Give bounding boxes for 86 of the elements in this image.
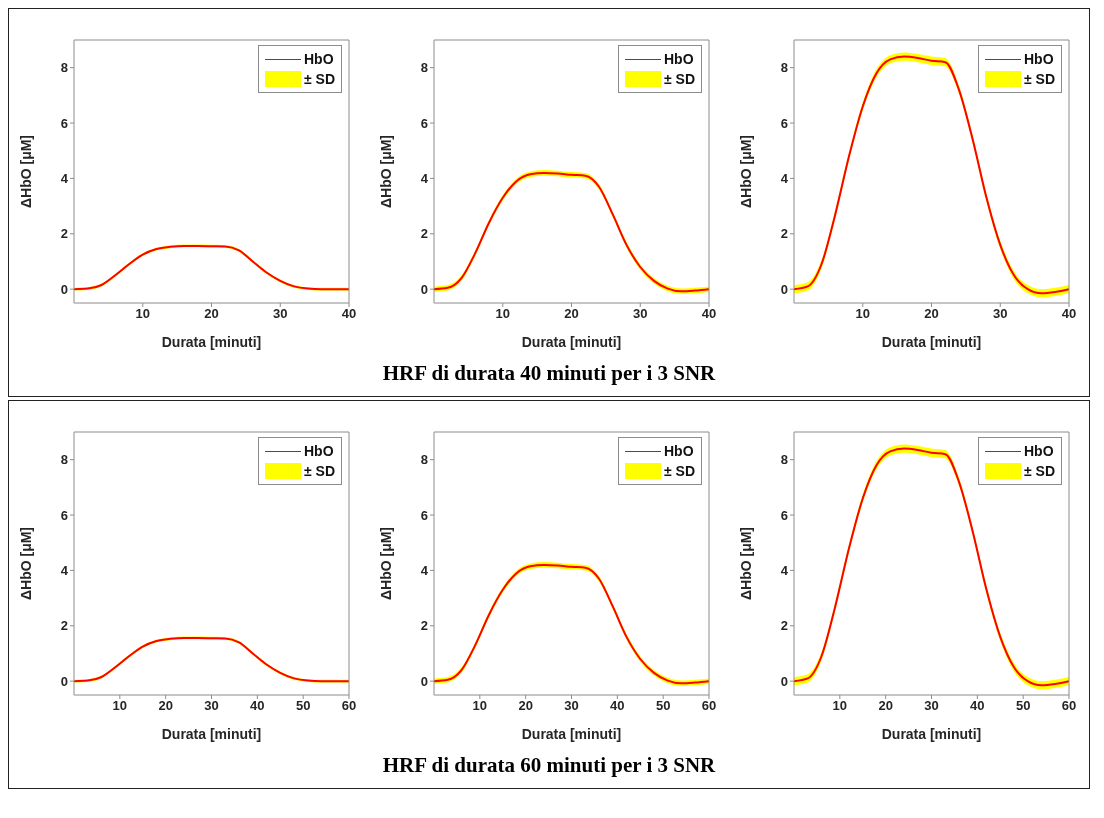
legend-label: ± SD (303, 71, 335, 87)
x-tick-label: 40 (1061, 306, 1077, 322)
x-axis-title: Durata [minuti] (881, 334, 982, 350)
y-axis-title: ΔHbO [μM] (17, 526, 34, 601)
x-tick-label: 10 (855, 306, 870, 322)
x-tick-label: 60 (341, 698, 357, 714)
x-tick-label: 30 (993, 306, 1008, 322)
legend-label: HbO (663, 443, 694, 459)
y-tick-label: 6 (780, 507, 788, 523)
y-tick-label: 4 (420, 563, 429, 579)
y-tick-label: 2 (420, 618, 428, 634)
y-axis-title: ΔHbO [μM] (17, 134, 34, 209)
x-tick-label: 10 (135, 306, 150, 322)
x-tick-label: 40 (341, 306, 357, 322)
y-tick-label: 2 (780, 618, 788, 634)
x-tick-label: 30 (633, 306, 648, 322)
x-tick-label: 20 (518, 698, 533, 714)
y-tick-label: 8 (780, 452, 788, 468)
y-tick-label: 6 (60, 507, 68, 523)
x-tick-label: 50 (655, 698, 671, 714)
x-tick-label: 10 (495, 306, 510, 322)
legend-label: HbO (663, 51, 694, 67)
x-tick-label: 30 (273, 306, 288, 322)
x-tick-label: 40 (970, 698, 985, 714)
x-tick-label: 40 (250, 698, 265, 714)
x-tick-label: 20 (564, 306, 579, 322)
x-tick-label: 20 (158, 698, 173, 714)
x-axis-title: Durata [minuti] (881, 726, 982, 742)
y-tick-label: 6 (420, 115, 428, 131)
legend-label: ± SD (303, 463, 335, 479)
y-tick-label: 8 (60, 60, 68, 76)
x-axis-title: Durata [minuti] (161, 334, 262, 350)
y-tick-label: 8 (420, 452, 428, 468)
x-tick-label: 20 (878, 698, 893, 714)
x-tick-label: 20 (924, 306, 939, 322)
legend-label: HbO (1023, 443, 1054, 459)
legend-label: ± SD (663, 71, 695, 87)
x-tick-label: 10 (832, 698, 848, 714)
y-tick-label: 4 (60, 171, 69, 187)
x-tick-label: 50 (295, 698, 311, 714)
x-axis-title: Durata [minuti] (521, 726, 622, 742)
y-tick-label: 0 (420, 281, 428, 297)
legend-label: ± SD (663, 463, 695, 479)
legend-label: ± SD (1023, 71, 1055, 87)
y-tick-label: 8 (780, 60, 788, 76)
x-axis-title: Durata [minuti] (161, 726, 262, 742)
legend-label: ± SD (1023, 463, 1055, 479)
y-tick-label: 2 (60, 618, 68, 634)
y-tick-label: 2 (420, 226, 428, 242)
y-tick-label: 6 (780, 115, 788, 131)
y-tick-label: 4 (420, 171, 429, 187)
x-tick-label: 60 (1061, 698, 1077, 714)
text: HRF di durata 60 minuti per i 3 SNR (381, 753, 717, 778)
x-tick-label: 30 (564, 698, 579, 714)
y-axis-title: ΔHbO [μM] (377, 134, 394, 209)
x-tick-label: 10 (472, 698, 488, 714)
legend-label: HbO (1023, 51, 1054, 67)
y-tick-label: 0 (780, 281, 788, 297)
y-tick-label: 4 (780, 171, 789, 187)
x-tick-label: 30 (924, 698, 939, 714)
x-tick-label: 40 (701, 306, 717, 322)
x-tick-label: 40 (610, 698, 625, 714)
text: HRF di durata 40 minuti per i 3 SNR (381, 361, 717, 386)
y-tick-label: 6 (60, 115, 68, 131)
x-tick-label: 20 (204, 306, 219, 322)
y-tick-label: 0 (60, 673, 68, 689)
y-tick-label: 0 (420, 673, 428, 689)
y-tick-label: 0 (780, 673, 788, 689)
x-tick-label: 30 (204, 698, 219, 714)
y-tick-label: 6 (420, 507, 428, 523)
x-tick-label: 50 (1015, 698, 1031, 714)
legend-label: HbO (303, 443, 334, 459)
y-axis-title: ΔHbO [μM] (737, 134, 754, 209)
y-tick-label: 8 (60, 452, 68, 468)
x-axis-title: Durata [minuti] (521, 334, 622, 350)
y-axis-title: ΔHbO [μM] (737, 526, 754, 601)
y-tick-label: 2 (780, 226, 788, 242)
y-tick-label: 8 (420, 60, 428, 76)
y-tick-label: 2 (60, 226, 68, 242)
x-tick-label: 10 (112, 698, 128, 714)
y-axis-title: ΔHbO [μM] (377, 526, 394, 601)
y-tick-label: 4 (60, 563, 69, 579)
y-tick-label: 0 (60, 281, 68, 297)
legend-label: HbO (303, 51, 334, 67)
x-tick-label: 60 (701, 698, 717, 714)
y-tick-label: 4 (780, 563, 789, 579)
